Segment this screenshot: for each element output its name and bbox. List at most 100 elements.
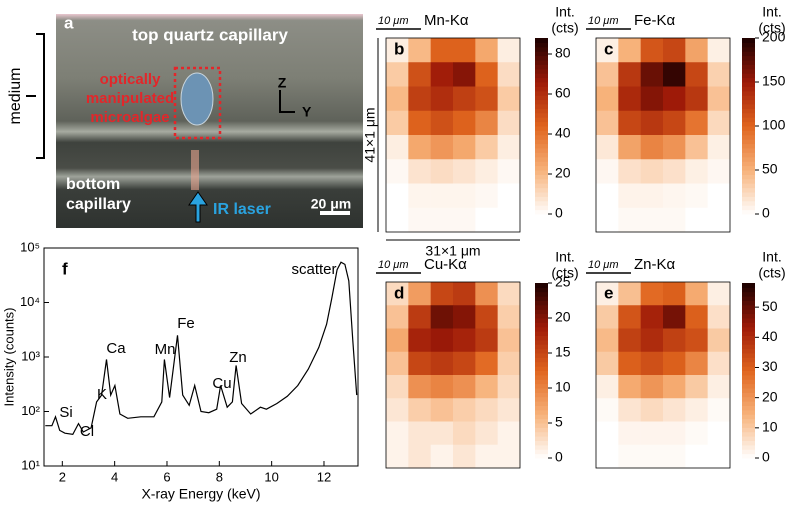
heat-cell [408, 159, 431, 184]
label: Y [302, 104, 312, 120]
panel-label: b [394, 39, 404, 58]
colorbar-step [742, 300, 755, 306]
colorbar-step [742, 383, 755, 389]
heat-cell [386, 135, 409, 160]
heat-cell [430, 328, 454, 353]
heat-cell [707, 38, 731, 63]
colorbar-step [742, 374, 755, 380]
heat-cell [618, 328, 641, 353]
colorbar-step [535, 331, 548, 336]
colorbar-step [742, 126, 755, 131]
colorbar-step [535, 55, 548, 61]
colorbar-step [742, 165, 755, 171]
heat-cell [430, 86, 454, 112]
colorbar-step [742, 161, 755, 167]
heat-cell [618, 86, 641, 112]
heat-cell [685, 375, 708, 399]
colorbar-step [535, 165, 548, 171]
heat-cell [685, 305, 708, 329]
heat-cell [430, 444, 454, 469]
heat-cell [707, 282, 731, 306]
heat-cell [408, 207, 431, 233]
peak-label: Mn [155, 341, 176, 358]
heat-cell [663, 38, 686, 63]
colorbar-step [535, 339, 548, 345]
heat-cell [475, 135, 498, 160]
heat-cell [386, 159, 409, 184]
heat-cell [685, 135, 708, 160]
heat-cell [685, 183, 708, 209]
heat-cell [453, 351, 476, 376]
colorbar-step [535, 344, 548, 350]
colorbar-tick-label: 100 [762, 117, 786, 133]
heat-cell [618, 135, 641, 160]
map-title: Mn-Kα [424, 12, 469, 29]
heat-cell [497, 305, 521, 329]
colorbar-step [535, 178, 548, 184]
heat-cell [707, 135, 731, 160]
colorbar-step [535, 64, 548, 70]
scale-bar-label: 10 μm [588, 259, 618, 271]
laser-arrow [188, 191, 208, 223]
heat-cell [408, 351, 431, 376]
colorbar-step [535, 46, 548, 52]
colorbar-step [535, 418, 548, 424]
colorbar-tick-label: 20 [762, 388, 778, 404]
heat-cell [663, 207, 686, 233]
heat-cell [707, 62, 731, 87]
colorbar-step [535, 296, 548, 301]
peak-label: K [97, 386, 107, 403]
heat-cell [475, 375, 498, 399]
colorbar-step [742, 148, 755, 153]
heat-cell [618, 110, 641, 136]
heat-cell [618, 282, 641, 306]
heat-cell [453, 282, 476, 306]
colorbar-step [535, 200, 548, 206]
colorbar-step [535, 335, 548, 341]
heat-cell [707, 398, 731, 422]
colorbar-step [535, 401, 548, 406]
colorbar-step [742, 205, 755, 211]
peak-label: Zn [229, 349, 247, 366]
heat-cell [596, 375, 619, 399]
axes-icon [279, 90, 295, 113]
heat-cell [386, 444, 409, 469]
colorbar-step [535, 73, 548, 79]
colorbar-label: (cts) [551, 20, 578, 36]
colorbar-step [742, 357, 755, 363]
heat-cell [430, 62, 454, 87]
colorbar-step [742, 82, 755, 87]
heat-cell [475, 86, 498, 112]
colorbar-tick-label: 0 [555, 205, 563, 221]
heat-cell [475, 444, 498, 469]
colorbar-step [535, 326, 548, 332]
heat-cell [685, 159, 708, 184]
colorbar-step [742, 64, 755, 70]
heat-cell [497, 183, 521, 209]
colorbar-step [535, 431, 548, 437]
colorbar-step [742, 361, 755, 367]
colorbar-step [535, 161, 548, 167]
heat-cell [430, 282, 454, 306]
scale-bar-label: 10 μm [588, 15, 618, 27]
heat-cell [663, 375, 686, 399]
colorbar-step [742, 104, 755, 109]
colorbar-step [742, 156, 755, 162]
colorbar-tick-label: 50 [762, 298, 778, 314]
colorbar-tick-label: 150 [762, 73, 786, 89]
colorbar-step [742, 392, 755, 398]
heat-cell [386, 86, 409, 112]
heat-cell [640, 135, 664, 160]
heat-cell [640, 351, 664, 376]
heat-cell [430, 159, 454, 184]
heat-cell [475, 207, 498, 233]
panel-a: a top quartz capillary optically manipul… [7, 13, 363, 228]
colorbar-step [535, 379, 548, 385]
heat-cell [475, 351, 498, 376]
colorbar-step [535, 388, 548, 393]
heat-cell [596, 135, 619, 160]
heat-cell [707, 159, 731, 184]
x-tick-label: 2 [59, 469, 66, 484]
heat-cell [475, 305, 498, 329]
panel-label: f [62, 259, 68, 278]
